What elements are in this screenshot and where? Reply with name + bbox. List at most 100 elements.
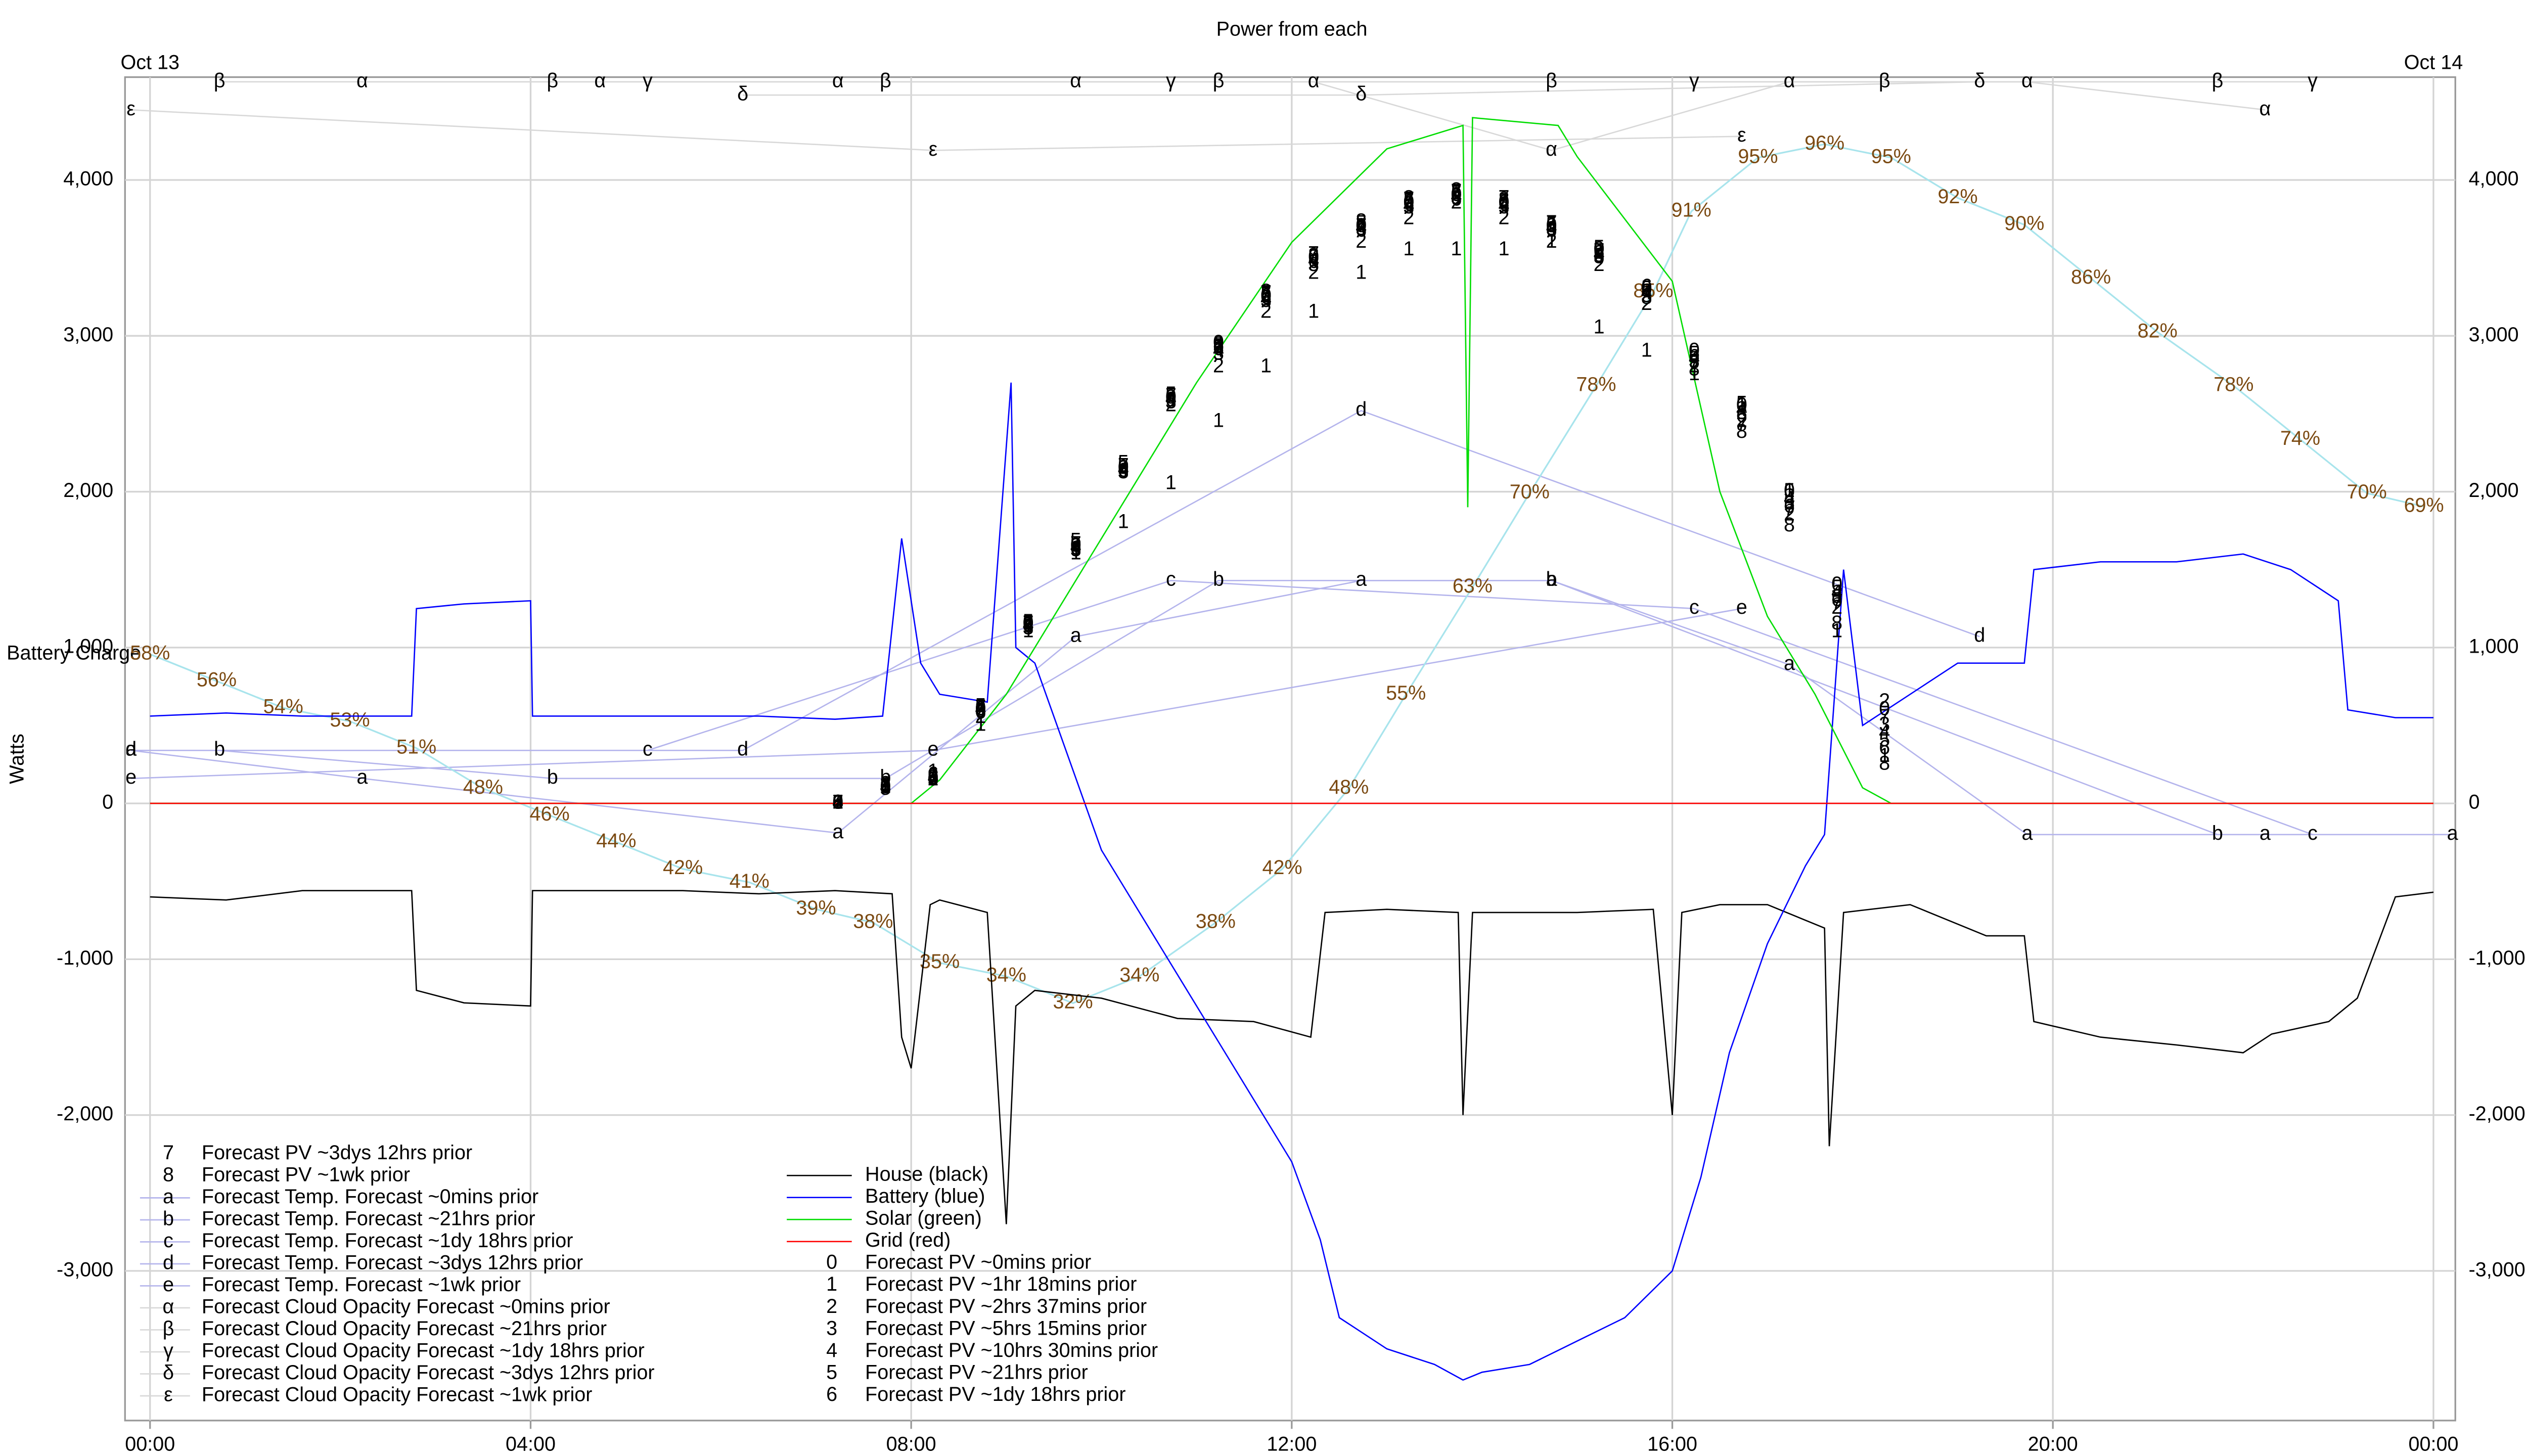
forecast-marker: 8 [1641,286,1652,308]
forecast-marker: 7 [1023,612,1034,634]
battery-charge-label: 96% [1804,132,1844,154]
forecast-marker: 4 [1356,216,1367,238]
forecast-marker: 3 [1831,585,1842,608]
forecast-marker: 7 [1546,211,1557,234]
battery-charge-label: 56% [197,669,237,691]
forecast-marker: a [1356,568,1367,590]
forecast-marker: 1 [1498,238,1509,260]
forecast-marker: 3 [1308,253,1319,276]
y-tick-label-right: 0 [2469,791,2480,813]
forecast-marker: 0 [832,791,843,813]
forecast-marker: 4 [832,791,843,813]
forecast-marker: 4 [1165,387,1177,410]
x-tick-label: 00:00 [125,1433,175,1455]
forecast-marker: 8 [1356,210,1367,232]
forecast-marker: 2 [1165,393,1177,416]
forecast-marker: 5 [1784,479,1795,502]
forecast-marker: 1 [1356,261,1367,283]
battery-charge-label: 70% [2347,481,2387,503]
legend-marker: 1 [826,1273,837,1295]
forecast-marker: 0 [1356,214,1367,237]
battery-charge-label: 42% [663,856,703,879]
forecast-marker: d [125,738,137,760]
forecast-marker: 7 [1641,280,1652,302]
legend-label: Forecast Temp. Forecast ~1dy 18hrs prior [202,1230,573,1252]
battery-charge-label: 91% [1672,199,1711,221]
forecast-marker: 3 [832,791,843,813]
x-tick-label: 16:00 [1647,1433,1697,1455]
forecast-marker: 5 [1451,181,1462,204]
legend-label: Forecast PV ~10hrs 30mins prior [865,1339,1158,1361]
chart-title: Power from each [1216,18,1368,40]
forecast-marker: 5 [1879,729,1890,751]
forecast-marker: 6 [1070,537,1081,559]
forecast-marker: β [1879,69,1890,92]
legend-label: Battery (blue) [865,1185,985,1207]
battery-charge-label: 46% [530,803,570,825]
forecast-marker: 6 [1308,250,1319,272]
forecast-marker: 0 [975,698,986,720]
forecast-marker: 4 [880,776,891,798]
forecast-marker: 0 [1451,183,1462,205]
forecast-marker: α [356,69,368,92]
battery-charge-label: 74% [2280,427,2320,449]
forecast-marker: c [1166,568,1176,590]
forecast-marker: e [1736,596,1747,618]
forecast-marker: 2 [1403,207,1414,229]
battery-charge-label: 86% [2071,266,2111,288]
forecast-marker: b [2212,822,2223,844]
battery-charge-label: 82% [2138,320,2178,342]
forecast-marker: a [1070,624,1081,647]
battery-charge-label: 34% [986,964,1026,986]
forecast-marker: e [927,738,938,760]
forecast-marker: 0 [1213,331,1224,353]
forecast-marker: 8 [1260,280,1272,302]
y-tick-label-right: 2,000 [2469,479,2519,502]
forecast-marker: 2 [975,705,986,727]
forecast-marker: 5 [1260,283,1272,305]
battery-charge-label: 85% [1633,280,1673,302]
forecast-marker: 7 [927,767,938,790]
forecast-marker: 0 [1594,238,1605,260]
legend-marker: 4 [826,1339,837,1361]
forecast-marker: 8 [1451,178,1462,201]
legend-marker: ε [164,1383,173,1405]
forecast-marker: 6 [1879,737,1890,759]
forecast-marker: 1 [1260,354,1272,377]
forecast-marker: 2 [1594,253,1605,276]
forecast-marker: 3 [1784,492,1795,514]
forecast-marker: c [643,738,653,760]
forecast-marker: 4 [1213,339,1224,361]
forecast-marker: 4 [1451,185,1462,207]
forecast-marker: 8 [1498,188,1509,210]
forecast-marker: 5 [975,694,986,716]
forecast-marker: 2 [832,791,843,813]
legend-marker: 5 [826,1361,837,1383]
forecast-marker: 1 [1784,479,1795,502]
forecast-marker: a [125,738,137,760]
forecast-marker: 5 [1689,342,1700,365]
forecast-marker: α [832,69,844,92]
forecast-marker: β [880,69,891,92]
forecast-marker: 4 [1736,398,1747,421]
forecast-marker: 2 [1784,503,1795,525]
forecast-line [743,81,1980,96]
forecast-marker: 3 [1213,342,1224,365]
battery-charge-label: 90% [2004,212,2044,235]
forecast-marker: a [2021,822,2033,844]
forecast-marker: 5 [832,791,843,813]
battery-charge-label: 42% [1262,856,1302,879]
series-line [150,890,2434,1224]
legend-marker: b [163,1207,174,1230]
battery-charge-label: 95% [1738,145,1778,167]
forecast-marker: β [547,69,558,92]
forecast-marker: 2 [1308,261,1319,283]
legend-label: Grid (red) [865,1229,951,1251]
forecast-marker: d [1356,398,1367,421]
battery-charge-label: 78% [2214,374,2253,396]
forecast-marker: 1 [1451,238,1462,260]
x-tick-label: 00:00 [2408,1433,2458,1455]
legend: House (black)Battery (blue)Solar (green)… [140,1142,1158,1405]
date-label: Oct 14 [2404,52,2463,74]
forecast-marker: 5 [1023,610,1034,632]
